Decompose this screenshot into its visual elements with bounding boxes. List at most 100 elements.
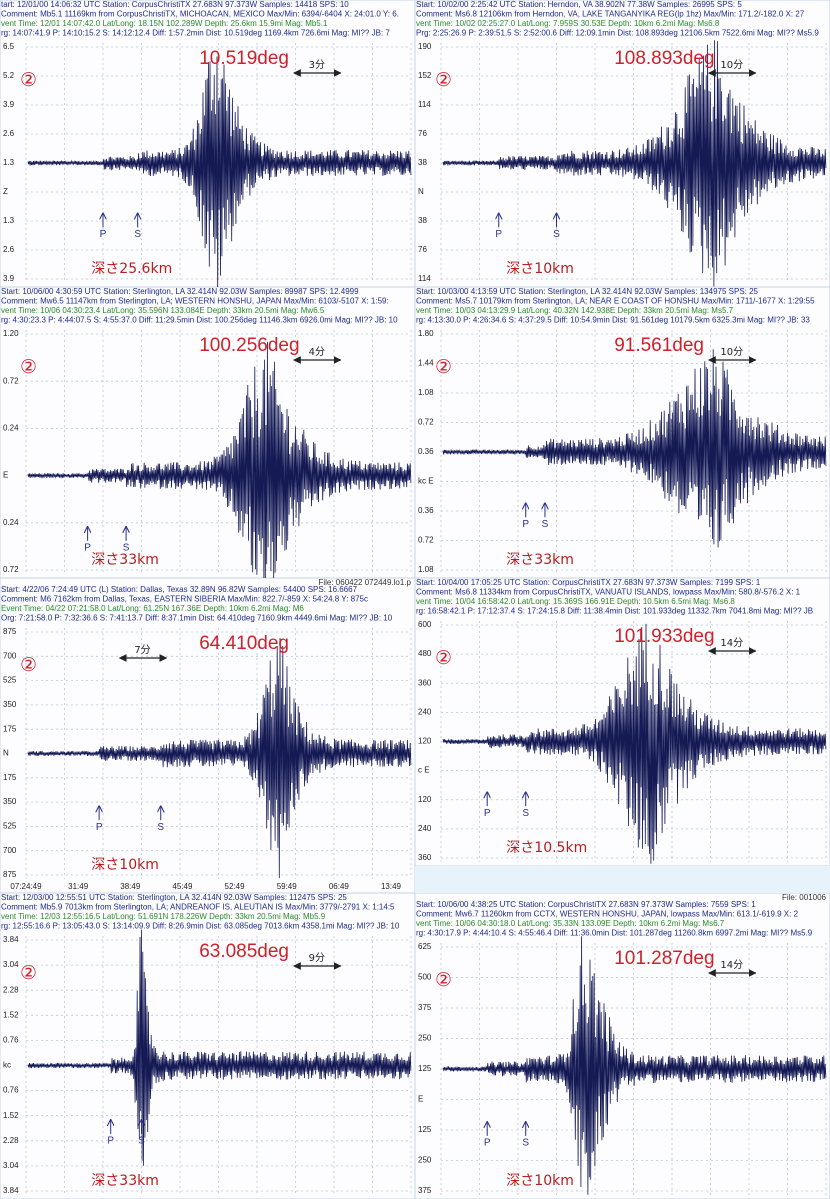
header-line: Comment: Mw6.5 11147km from Sterlington,… bbox=[1, 297, 389, 306]
badge: ② bbox=[435, 357, 452, 378]
y-tick-label: 1.08 bbox=[418, 388, 434, 397]
distance-label: 100.256deg bbox=[199, 335, 299, 356]
y-tick-label: N bbox=[3, 749, 9, 758]
header-line: vent Time: 10/02 02:25:27.0 Lat/Long: 7.… bbox=[416, 19, 720, 28]
y-tick-label: 0.24 bbox=[3, 424, 19, 433]
y-tick-label: E bbox=[418, 1095, 423, 1104]
y-tick-label: 360 bbox=[418, 678, 432, 687]
x-tick-label: 59:49 bbox=[277, 882, 298, 891]
y-tick-label: 1.08 bbox=[418, 565, 434, 574]
y-tick-label: 3.04 bbox=[3, 1161, 19, 1170]
y-tick-label: c E bbox=[418, 766, 430, 775]
header-line: Start: 10/04/00 17:05:25 UTC Station: Co… bbox=[416, 578, 761, 587]
phase-label: P bbox=[484, 808, 491, 819]
badge: ② bbox=[20, 357, 37, 378]
y-tick-label: kc E bbox=[418, 477, 434, 486]
phase-label: P bbox=[484, 1138, 491, 1149]
y-tick-label: Z bbox=[3, 187, 8, 196]
y-tick-label: 350 bbox=[3, 797, 17, 806]
y-tick-label: 125 bbox=[418, 1064, 432, 1073]
y-tick-label: 0.72 bbox=[418, 418, 434, 427]
x-tick-label: 07:24:49 bbox=[10, 882, 42, 891]
header-line: Comment: M6 7162km from Dallas, Texas, E… bbox=[1, 595, 368, 604]
y-tick-label: 375 bbox=[418, 1186, 432, 1195]
header-line: Event Time: 04/22 07:21:58.0 Lat/Long: 6… bbox=[1, 604, 304, 613]
distance-label: 91.561deg bbox=[614, 335, 704, 356]
y-tick-label: 3.84 bbox=[3, 935, 19, 944]
panel-background bbox=[0, 893, 415, 1199]
header-line: Comment: Ms6.8 11334km from CorpusChrist… bbox=[416, 588, 801, 597]
phase-label: S bbox=[522, 808, 529, 819]
x-tick-label: 38:49 bbox=[120, 882, 141, 891]
distance-label: 101.933deg bbox=[614, 626, 714, 647]
header-line: vent Time: 10/06 04:30:23.4 Lat/Long: 35… bbox=[1, 306, 325, 315]
phase-label: P bbox=[96, 822, 103, 833]
y-tick-label: 152 bbox=[418, 71, 432, 80]
phase-label: S bbox=[542, 519, 549, 530]
waveform bbox=[27, 56, 412, 287]
badge: ② bbox=[435, 970, 452, 991]
y-tick-label: 0.76 bbox=[3, 1086, 19, 1095]
waveform bbox=[442, 623, 827, 864]
y-tick-label: 500 bbox=[418, 973, 432, 982]
waveform bbox=[27, 341, 412, 578]
file-name: File: 001006 bbox=[782, 893, 827, 902]
distance-label: 64.410deg bbox=[199, 633, 289, 654]
y-tick-label: 2.28 bbox=[3, 985, 19, 994]
y-tick-label: 875 bbox=[3, 627, 17, 636]
y-tick-label: 3.9 bbox=[3, 100, 15, 109]
x-tick-label: 31:49 bbox=[68, 882, 89, 891]
y-tick-label: 3.04 bbox=[3, 960, 19, 969]
y-tick-label: 350 bbox=[3, 700, 17, 709]
header-line: Start: 10/03/00 4:13:59 UTC Station: Ste… bbox=[416, 287, 759, 296]
y-tick-label: 1.52 bbox=[3, 1010, 19, 1019]
y-tick-label: 700 bbox=[3, 651, 17, 660]
y-tick-label: 6.5 bbox=[3, 42, 15, 51]
header-line: vent Time: 10/04 16:58:42.0 Lat/Long: 15… bbox=[416, 597, 735, 606]
y-tick-label: 480 bbox=[418, 649, 432, 658]
y-tick-label: 76 bbox=[418, 129, 427, 138]
header-line: Comment: Ms5.7 10179km from Sterlington,… bbox=[416, 297, 815, 306]
y-tick-label: 120 bbox=[418, 737, 432, 746]
y-tick-label: 875 bbox=[3, 870, 17, 879]
phase-label: S bbox=[138, 1136, 145, 1147]
y-tick-label: 120 bbox=[418, 795, 432, 804]
phase-label: S bbox=[522, 1138, 529, 1149]
badge: ② bbox=[435, 70, 452, 91]
depth-label: 深さ10km bbox=[506, 1173, 574, 1189]
y-tick-label: 114 bbox=[418, 100, 431, 109]
header-line: Comment: Mb5.1 11169km from CorpusChrist… bbox=[1, 10, 399, 19]
y-tick-label: 525 bbox=[3, 822, 17, 831]
header-line: rg: 16:58:42.1 P: 17:12:37.4 S: 17:24:15… bbox=[416, 607, 813, 616]
y-tick-label: 0.76 bbox=[3, 1036, 19, 1045]
header-line: Start: 10/06/00 4:38:25 UTC Station: Cor… bbox=[416, 900, 756, 909]
y-tick-label: 114 bbox=[418, 274, 431, 283]
y-tick-label: 2.28 bbox=[3, 1136, 19, 1145]
header-line: Comment: Mb5.9 7013km from Sterlington, … bbox=[1, 903, 395, 912]
depth-label: 深さ33km bbox=[91, 1173, 159, 1189]
badge: ② bbox=[435, 648, 452, 669]
interval-label: 7分 bbox=[134, 644, 150, 656]
y-tick-label: 375 bbox=[418, 1003, 432, 1012]
depth-label: 深さ10.5km bbox=[506, 840, 587, 856]
header-line: rg: 12:55:16.6 P: 13:05:43.0 S: 13:14:09… bbox=[1, 922, 400, 931]
interval-label: 3分 bbox=[309, 59, 325, 71]
header-line: vent Time: 10/03 04:13:29.9 Lat/Long: 40… bbox=[416, 306, 734, 315]
phase-label: P bbox=[495, 229, 502, 240]
distance-label: 108.893deg bbox=[614, 48, 714, 69]
depth-label: 深さ33km bbox=[506, 552, 574, 568]
y-tick-label: 3.84 bbox=[3, 1186, 19, 1195]
interval-label: 9分 bbox=[309, 952, 325, 964]
y-tick-label: 0.72 bbox=[3, 376, 19, 385]
waveform bbox=[27, 929, 412, 1166]
y-tick-label: 175 bbox=[3, 724, 17, 733]
header-line: Start: 10/06/00 4:30:59 UTC Station: Ste… bbox=[1, 287, 359, 296]
panel-background bbox=[415, 0, 830, 287]
header-line: Start: 10/02/00 2:25:42 UTC Station: Her… bbox=[416, 0, 742, 9]
interval-label: 10分 bbox=[720, 346, 743, 358]
header-line: Comment: Mw6.7 11260km from CCTX, WESTER… bbox=[416, 910, 799, 919]
y-tick-label: 175 bbox=[3, 773, 17, 782]
header-line: rg: 4:30:23.3 P: 4:44:07.5 S: 4:55:37.0 … bbox=[1, 316, 398, 325]
seismogram-panel: Start: 10/04/00 17:05:25 UTC Station: Co… bbox=[415, 578, 830, 866]
